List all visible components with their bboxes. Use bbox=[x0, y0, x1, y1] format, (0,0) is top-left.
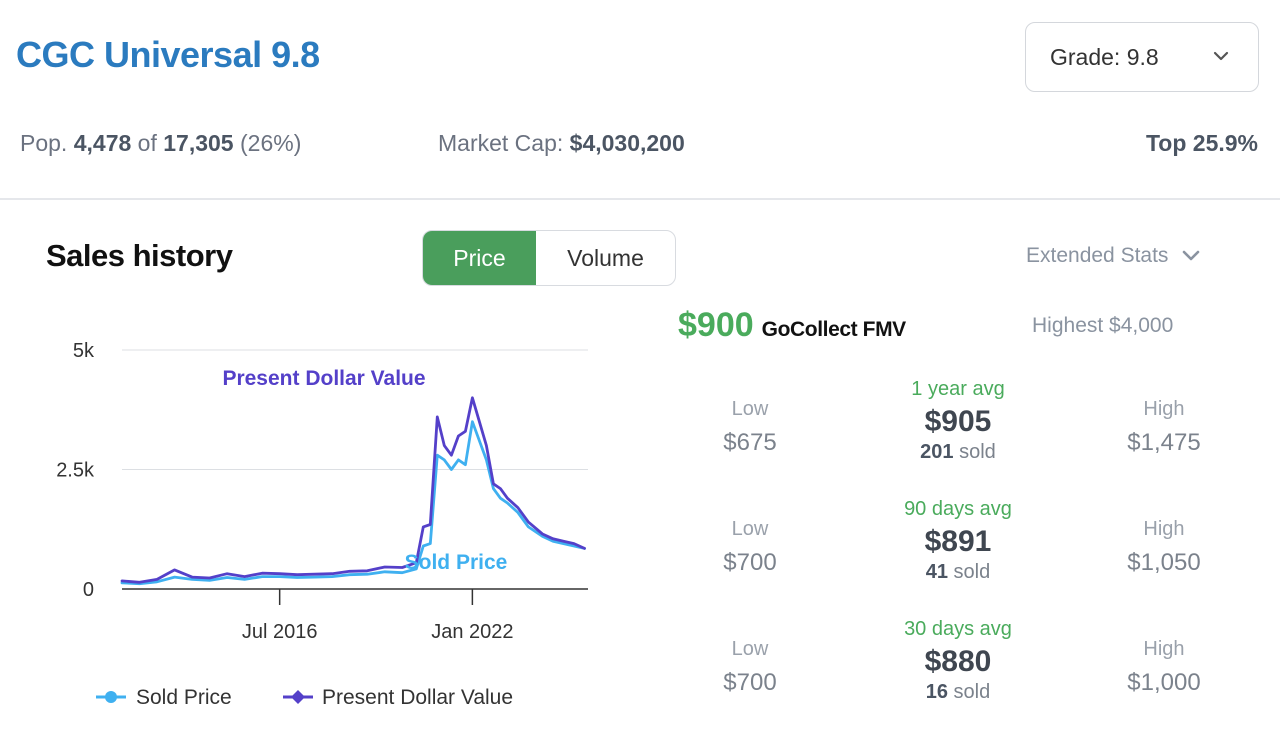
legend-sold-price-label: Sold Price bbox=[136, 686, 232, 709]
low-cell: Low $700 bbox=[680, 638, 820, 697]
population-stat: Pop. 4,478 of 17,305 (26%) bbox=[20, 130, 301, 157]
stats-row-1-year: Low $675 1 year avg $905 201 sold High $… bbox=[680, 378, 1240, 488]
avg-value: $880 bbox=[924, 645, 992, 678]
x-tick-label: Jul 2016 bbox=[242, 621, 318, 643]
avg-label: 90 days avg bbox=[904, 498, 1012, 520]
grade-select[interactable]: Grade: 9.8 bbox=[1025, 22, 1259, 92]
low-value: $700 bbox=[723, 549, 777, 576]
fmv-value: $900 bbox=[678, 306, 754, 344]
market-cap-stat: Market Cap: $4,030,200 bbox=[438, 130, 685, 157]
legend-present-value-label: Present Dollar Value bbox=[322, 686, 513, 709]
sold-count: 201 sold bbox=[920, 441, 996, 463]
grade-select-label: Grade: 9.8 bbox=[1050, 43, 1159, 70]
high-cell: High $1,475 bbox=[1094, 398, 1234, 457]
legend-sold-price-marker bbox=[105, 691, 117, 703]
avg-label: 1 year avg bbox=[911, 378, 1005, 400]
pop-of: of bbox=[137, 130, 157, 156]
sales-history-title: Sales history bbox=[46, 238, 233, 273]
avg-label: 30 days avg bbox=[904, 618, 1012, 640]
sold-count: 41 sold bbox=[925, 561, 991, 583]
high-label: High bbox=[1143, 638, 1185, 660]
chevron-down-icon bbox=[1213, 51, 1229, 61]
sold-price-annotation: Sold Price bbox=[405, 551, 508, 574]
legend-present-value-marker bbox=[291, 690, 305, 704]
high-value: $1,050 bbox=[1127, 549, 1201, 576]
pop-label: Pop. bbox=[20, 130, 68, 156]
highest-price: Highest $4,000 bbox=[1032, 314, 1174, 337]
low-label: Low bbox=[731, 638, 769, 660]
pop-total: 17,305 bbox=[163, 130, 234, 156]
stats-row-30-days: Low $700 30 days avg $880 16 sold High $… bbox=[680, 618, 1240, 728]
high-cell: High $1,050 bbox=[1094, 518, 1234, 577]
market-cap-label: Market Cap: bbox=[438, 130, 564, 156]
low-cell: Low $675 bbox=[680, 398, 820, 457]
low-label: Low bbox=[731, 518, 769, 540]
chevron-down-icon bbox=[1183, 250, 1200, 261]
high-value: $1,000 bbox=[1127, 669, 1201, 696]
low-value: $700 bbox=[723, 669, 777, 696]
avg-cell: 90 days avg $891 41 sold bbox=[868, 498, 1048, 584]
avg-cell: 30 days avg $880 16 sold bbox=[868, 618, 1048, 704]
low-cell: Low $700 bbox=[680, 518, 820, 577]
avg-cell: 1 year avg $905 201 sold bbox=[868, 378, 1048, 464]
stats-row-90-days: Low $700 90 days avg $891 41 sold High $… bbox=[680, 498, 1240, 608]
avg-value: $891 bbox=[924, 525, 992, 558]
present-value-annotation: Present Dollar Value bbox=[222, 367, 425, 390]
y-tick-label: 2.5k bbox=[56, 460, 95, 482]
y-tick-label: 5k bbox=[73, 340, 95, 362]
present-value-line bbox=[120, 396, 586, 584]
extended-stats-label: Extended Stats bbox=[1026, 244, 1169, 267]
extended-stats-toggle[interactable]: Extended Stats bbox=[1026, 244, 1202, 268]
price-toggle-button[interactable]: Price bbox=[423, 231, 536, 285]
high-cell: High $1,000 bbox=[1094, 638, 1234, 697]
high-value: $1,475 bbox=[1127, 429, 1201, 456]
sales-history-chart: 0 2.5k 5k Jul 2016 Jan 2022 Present Dollar Va… bbox=[56, 340, 588, 709]
sold-price-line bbox=[120, 420, 586, 586]
pop-percent: (26%) bbox=[240, 130, 302, 156]
high-label: High bbox=[1143, 518, 1185, 540]
x-tick-label: Jan 2022 bbox=[431, 621, 513, 643]
top-percent-stat: Top 25.9% bbox=[1145, 130, 1258, 156]
page-title: CGC Universal 9.8 bbox=[16, 34, 320, 75]
pop-count: 4,478 bbox=[73, 130, 132, 156]
fmv-summary: $900 GoCollect FMV bbox=[678, 306, 906, 345]
low-label: Low bbox=[731, 398, 769, 420]
sold-count: 16 sold bbox=[925, 681, 991, 703]
price-volume-toggle: Price Volume bbox=[422, 230, 676, 286]
high-label: High bbox=[1143, 398, 1185, 420]
low-value: $675 bbox=[723, 429, 777, 456]
volume-toggle-button[interactable]: Volume bbox=[567, 244, 644, 271]
fmv-label: GoCollect FMV bbox=[761, 318, 907, 341]
section-divider bbox=[0, 198, 1280, 200]
market-cap-value: $4,030,200 bbox=[569, 130, 685, 156]
avg-value: $905 bbox=[924, 405, 992, 438]
y-tick-label: 0 bbox=[83, 579, 94, 601]
